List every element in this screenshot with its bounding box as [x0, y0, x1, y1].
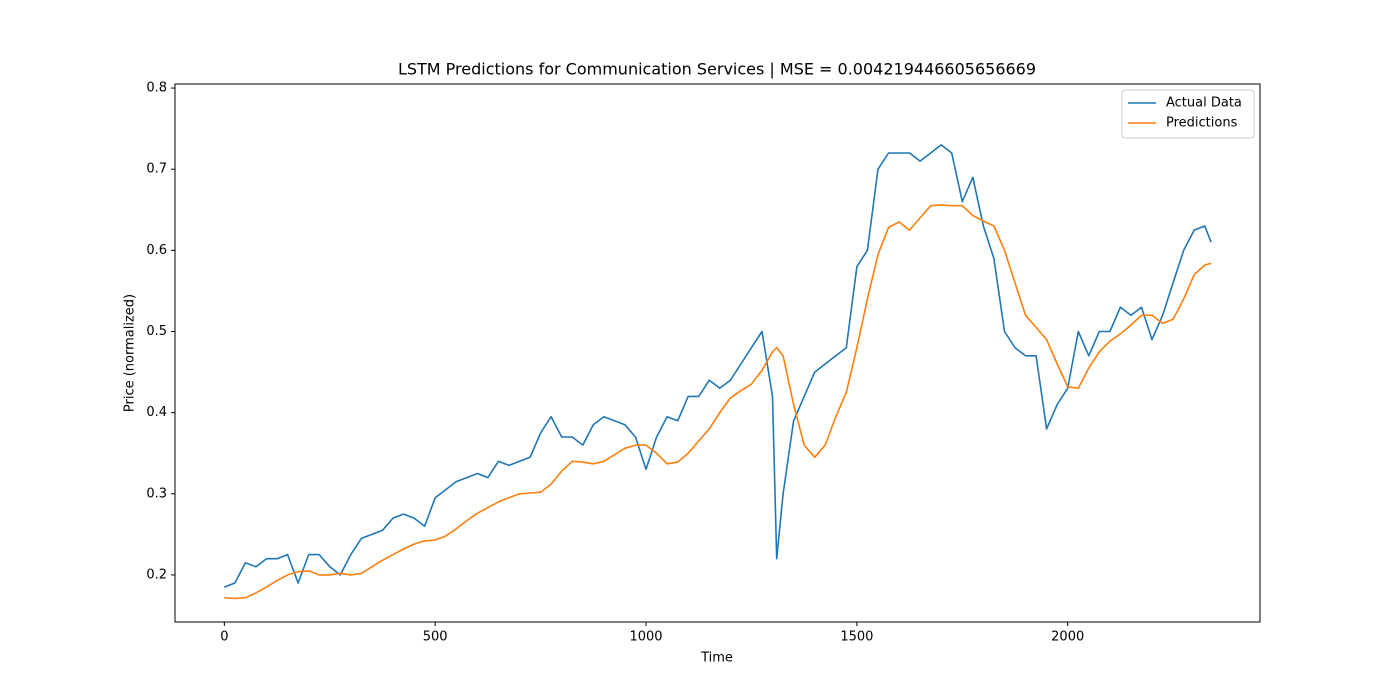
plot-frame	[174, 83, 1261, 623]
y-tick-label: 0.8	[146, 81, 167, 96]
legend-label: Predictions	[1166, 116, 1238, 131]
y-tick-label: 0.4	[146, 405, 167, 420]
x-tick-label: 2000	[1051, 630, 1084, 645]
y-tick-label: 0.6	[146, 243, 167, 258]
x-tick-label: 1500	[840, 630, 873, 645]
y-tick-label: 0.3	[146, 486, 167, 501]
legend-box	[1121, 89, 1255, 139]
x-axis-label: Time	[700, 651, 733, 666]
legend-label: Actual Data	[1166, 96, 1242, 111]
x-tick-label: 1000	[629, 630, 662, 645]
chart-title: LSTM Predictions for Communication Servi…	[398, 60, 1036, 79]
y-tick-label: 0.2	[146, 567, 167, 582]
legend: Actual Data Predictions	[1121, 89, 1255, 139]
y-axis-label: Price (normalized)	[123, 294, 138, 412]
x-tick-label: 500	[423, 630, 448, 645]
y-tick-label: 0.5	[146, 324, 167, 339]
y-tick-label: 0.7	[146, 162, 167, 177]
x-tick-label: 0	[220, 630, 228, 645]
series-line	[224, 144, 1212, 588]
series-line	[224, 204, 1212, 600]
